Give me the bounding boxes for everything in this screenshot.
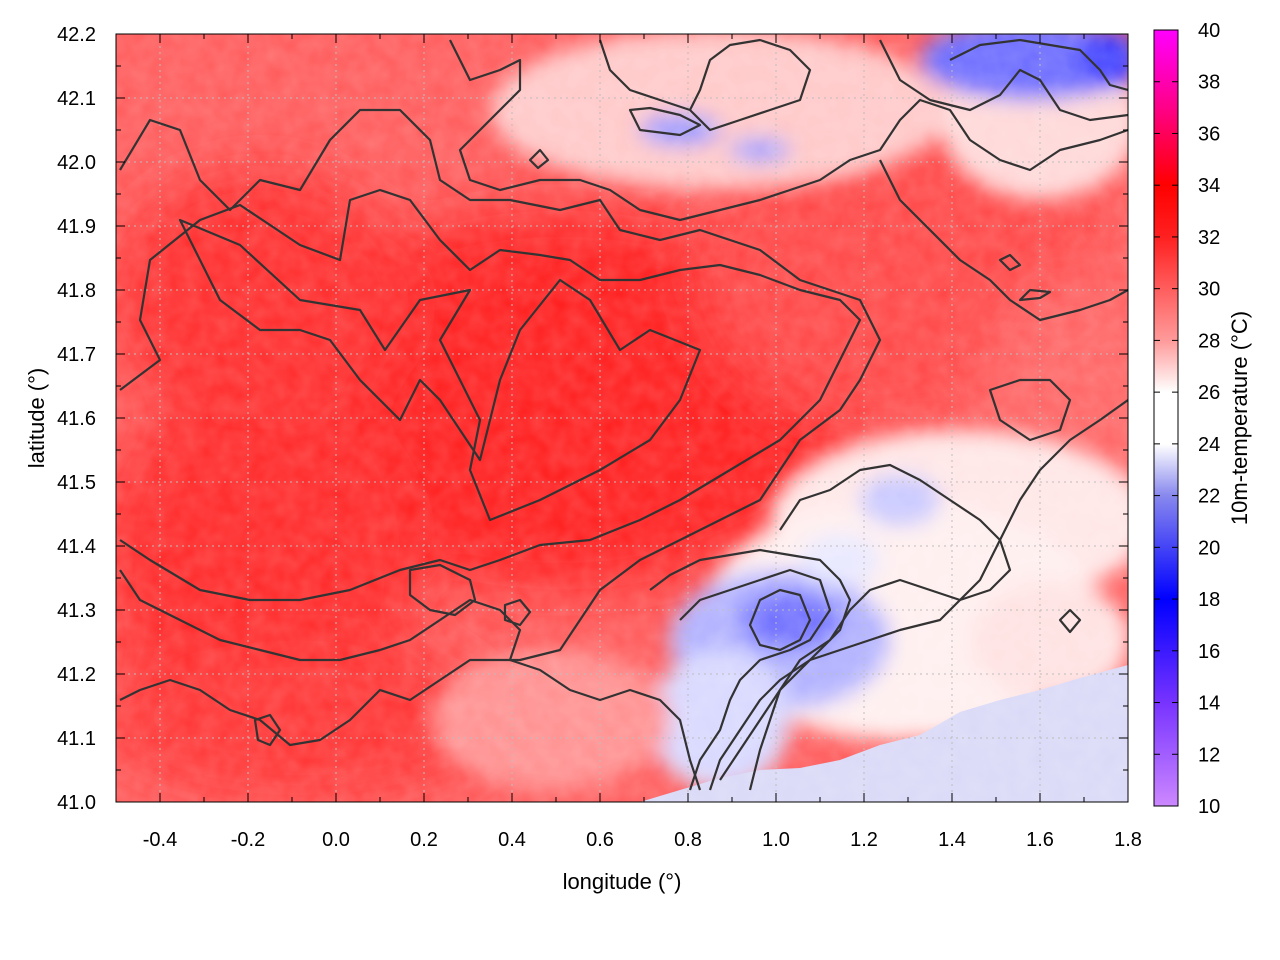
x-tick-label: 0.8: [674, 829, 702, 851]
y-tick-label: 41.5: [57, 472, 96, 494]
colorbar-gradient: [1153, 29, 1179, 807]
contour-north-26: [598, 38, 812, 132]
y-tick-label: 41.8: [57, 280, 96, 302]
contour-small-7: [503, 598, 532, 627]
colorbar-tick-label: 14: [1198, 693, 1220, 715]
contour-ne-24: [949, 38, 1128, 92]
colorbar-tick-label: 22: [1198, 486, 1220, 508]
colorbar: 10 12 14 16 18 20 22 24 26 28 30 32 34 36 38 40 10m-tem…: [1153, 20, 1252, 818]
y-tick-label: 41.0: [57, 792, 96, 814]
contour-ne-28: [879, 39, 1128, 122]
contour-hot-core: [178, 218, 702, 522]
heatmap-field: [116, 34, 1128, 802]
y-tick-label: 42.0: [57, 152, 96, 174]
y-tick-label: 41.9: [57, 216, 96, 238]
x-axis-title: longitude (°): [563, 869, 682, 894]
contour-small-4: [528, 148, 550, 170]
y-axis: 41.0 41.1 41.2 41.3 41.4 41.5 41.6 41.7 41.8 41.9…: [57, 24, 1128, 814]
contour-small-5: [253, 713, 282, 747]
contour-lines: [119, 38, 1128, 791]
x-tick-label: -0.4: [143, 829, 177, 851]
colorbar-tick-label: 24: [1198, 434, 1220, 456]
contour-west-30: [119, 108, 882, 747]
x-tick-label: 0.4: [498, 829, 526, 851]
colorbar-tick-label: 10: [1198, 796, 1220, 818]
x-tick-label: 1.4: [938, 829, 966, 851]
contour-small-8: [1058, 608, 1082, 634]
y-tick-label: 41.4: [57, 536, 96, 558]
contour-south-30: [119, 569, 702, 791]
contour-cold-pocket: [748, 588, 812, 652]
contour-coast-inner: [649, 548, 852, 791]
x-axis: -0.4 -0.2 0.0 0.2 0.4 0.6 0.8 1.0 1.2 1.4 1.6 1.8: [115, 34, 1142, 851]
y-tick-label: 42.2: [57, 24, 96, 46]
colorbar-tick-label: 36: [1198, 123, 1220, 145]
y-tick-label: 42.1: [57, 88, 96, 110]
y-tick-label: 41.1: [57, 728, 96, 750]
colorbar-tick-label: 18: [1198, 589, 1220, 611]
y-axis-title: latitude (°): [24, 368, 49, 469]
contour-east-isoline: [988, 378, 1072, 442]
contour-small-6: [408, 563, 477, 617]
y-tick-label: 41.2: [57, 664, 96, 686]
y-tick-label: 41.6: [57, 408, 96, 430]
contour-east-26: [708, 399, 1128, 791]
contour-east-28: [879, 159, 1128, 322]
contour-small-3: [628, 106, 702, 137]
x-tick-label: 1.0: [762, 829, 790, 851]
y-tick-label: 41.3: [57, 600, 96, 622]
colorbar-tick-label: 16: [1198, 641, 1220, 663]
contour-small-1: [998, 253, 1022, 272]
x-tick-label: 1.8: [1114, 829, 1142, 851]
y-tick-label: 41.7: [57, 344, 96, 366]
colorbar-tick-label: 40: [1198, 20, 1220, 42]
contour-central-32: [119, 188, 862, 602]
colorbar-tick-label: 26: [1198, 382, 1220, 404]
contour-coast-24: [719, 463, 1012, 781]
colorbar-tick-label: 12: [1198, 744, 1220, 766]
colorbar-tick-label: 38: [1198, 72, 1220, 94]
x-tick-label: -0.2: [231, 829, 265, 851]
colorbar-title: 10m-temperature (°C): [1227, 311, 1252, 525]
colorbar-tick-label: 34: [1198, 175, 1220, 197]
contour-coast-22: [679, 568, 832, 791]
colorbar-tick-label: 30: [1198, 279, 1220, 301]
colorbar-ticks: 10 12 14 16 18 20 22 24 26 28 30 32 34 36 38 40: [1154, 20, 1220, 818]
contour-small-2: [1018, 288, 1052, 302]
x-tick-label: 0.6: [586, 829, 614, 851]
colorbar-tick-label: 20: [1198, 537, 1220, 559]
x-tick-label: 0.0: [322, 829, 350, 851]
colorbar-tick-label: 32: [1198, 227, 1220, 249]
x-tick-label: 1.2: [850, 829, 878, 851]
contour-north-28: [449, 39, 1128, 222]
x-tick-label: 1.6: [1026, 829, 1054, 851]
x-tick-label: 0.2: [410, 829, 438, 851]
colorbar-tick-label: 28: [1198, 330, 1220, 352]
